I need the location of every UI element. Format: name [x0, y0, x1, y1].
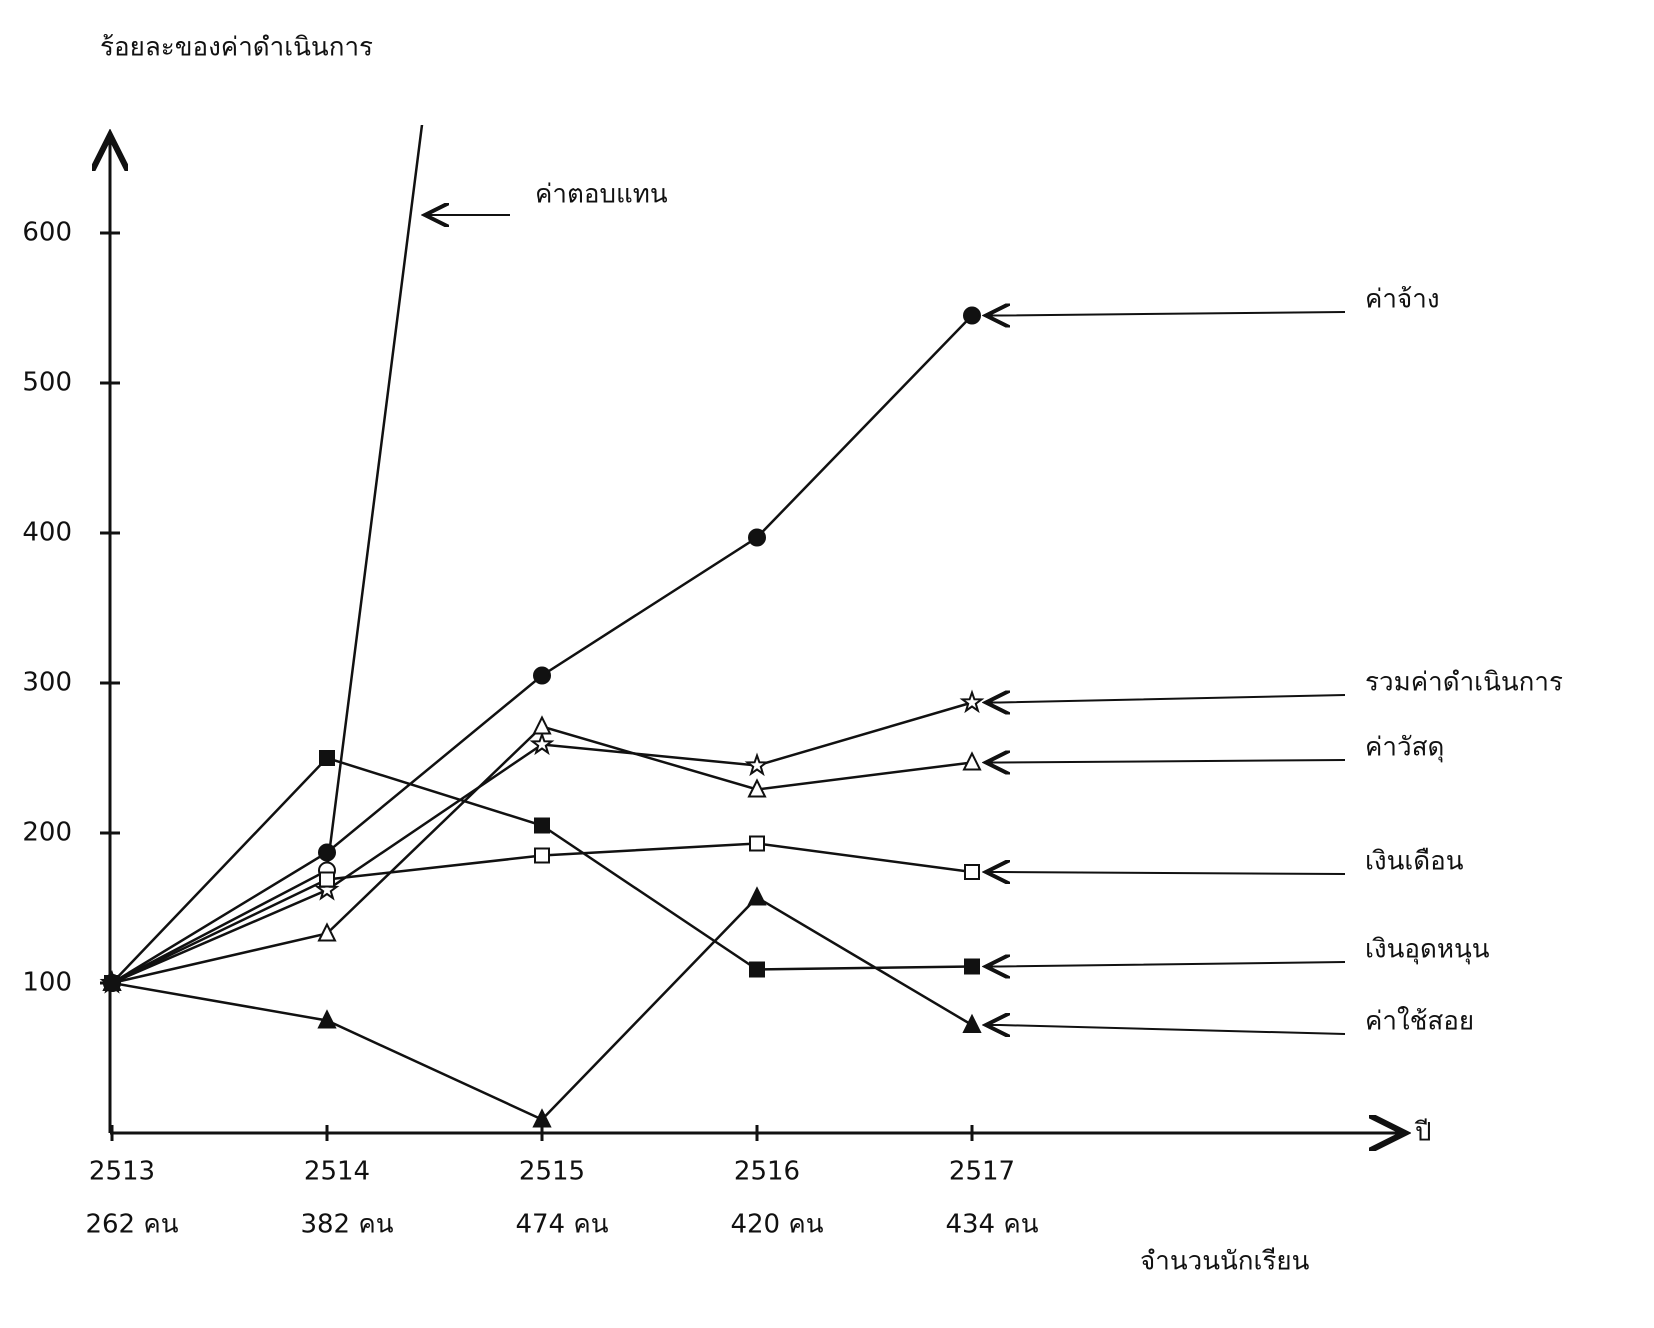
point: [319, 845, 335, 861]
point: [534, 718, 550, 734]
student-count: 420 คน: [730, 1210, 823, 1240]
y-tick-label: 600: [22, 218, 72, 248]
point: [748, 756, 767, 774]
plot-area: [103, 0, 982, 1127]
point: [535, 849, 549, 863]
series-label: ค่าวัสดุ: [1365, 733, 1444, 763]
point: [320, 873, 334, 887]
x-tick-label: 2516: [734, 1157, 800, 1187]
point: [963, 693, 982, 711]
point: [964, 1016, 980, 1032]
students-label: จำนวนนักเรียน: [1140, 1247, 1310, 1277]
point: [534, 668, 550, 684]
point: [965, 960, 979, 974]
series-line: [112, 844, 972, 984]
student-count: 382 คน: [300, 1210, 393, 1240]
point: [535, 819, 549, 833]
series-label: เงินอุดหนุน: [1365, 935, 1490, 965]
y-tick-label: 200: [22, 818, 72, 848]
series-line: [112, 316, 972, 984]
series-label: ค่าใช้สอย: [1365, 1007, 1474, 1037]
y-axis-title: ร้อยละของค่าดำเนินการ: [100, 33, 373, 63]
series: [105, 837, 979, 991]
label-arrow: [986, 695, 1345, 703]
series-label: รวมค่าดำเนินการ: [1365, 668, 1563, 698]
chart: ร้อยละของค่าดำเนินการ จำนวนนักเรียน ปี 1…: [0, 0, 1654, 1324]
series-label: เงินเดือน: [1365, 847, 1464, 877]
series: [104, 0, 550, 991]
label-arrow: [986, 760, 1345, 763]
x-axis-title: ปี: [1414, 1118, 1432, 1148]
series: [104, 308, 980, 992]
x-tick-label: 2515: [519, 1157, 585, 1187]
student-count: 262 คน: [85, 1210, 178, 1240]
point: [964, 754, 980, 770]
label-arrow: [986, 872, 1345, 874]
series-line: [112, 0, 542, 983]
point: [320, 751, 334, 765]
point: [749, 530, 765, 546]
label-arrow: [986, 962, 1345, 967]
y-tick-label: 100: [22, 968, 72, 998]
point: [964, 308, 980, 324]
series: [103, 693, 982, 992]
y-tick-label: 500: [22, 368, 72, 398]
label-arrow: [986, 312, 1345, 316]
point: [750, 837, 764, 851]
series-label: ค่าตอบแทน: [535, 180, 668, 210]
point: [749, 889, 765, 905]
point: [750, 963, 764, 977]
student-count: 434 คน: [945, 1210, 1038, 1240]
y-tick-label: 400: [22, 518, 72, 548]
page: {"chart_data": {"type": "line", "y_label…: [0, 0, 1654, 1324]
student-count: 474 คน: [515, 1210, 608, 1240]
x-tick-label: 2514: [304, 1157, 370, 1187]
x-tick-label: 2517: [949, 1157, 1015, 1187]
series-line: [112, 898, 972, 1120]
x-tick-label: 2513: [89, 1157, 155, 1187]
y-tick-label: 300: [22, 668, 72, 698]
label-arrow: [986, 1025, 1345, 1034]
point: [965, 865, 979, 879]
series-label: ค่าจ้าง: [1365, 285, 1440, 315]
